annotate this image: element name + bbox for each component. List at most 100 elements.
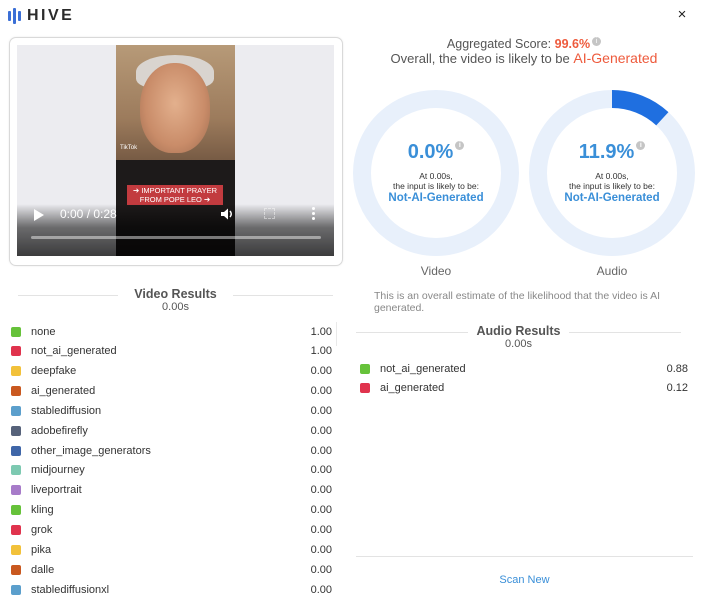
list-item: ai_generated 0.12 bbox=[360, 378, 688, 397]
color-swatch bbox=[11, 366, 21, 377]
playback-time: 0:00 / 0:28 bbox=[60, 207, 117, 221]
brand-name: HIVE bbox=[27, 7, 75, 24]
video-score-time: At 0.00s, bbox=[419, 171, 453, 181]
result-label: grok bbox=[31, 524, 53, 536]
list-item: stablediffusionxl 0.00 bbox=[11, 580, 332, 599]
result-value: 0.00 bbox=[310, 484, 332, 497]
thumbnail-face bbox=[140, 63, 210, 153]
audio-score-time: At 0.00s, bbox=[595, 171, 629, 181]
scan-new-button[interactable]: Scan New bbox=[499, 574, 550, 586]
video-score-verdict: Not-AI-Generated bbox=[388, 192, 484, 204]
video-score-ring: 0.0% i At 0.00s, the input is likely to b… bbox=[352, 89, 520, 257]
aggregated-score: Aggregated Score: 99.6% i bbox=[352, 37, 696, 51]
result-label: deepfake bbox=[31, 365, 77, 378]
color-swatch bbox=[11, 584, 21, 595]
tiktok-watermark: TikTok bbox=[120, 145, 138, 151]
result-label: dalle bbox=[31, 563, 55, 576]
result-label: other_image_generators bbox=[31, 444, 151, 457]
result-label: none bbox=[31, 325, 56, 338]
list-item: kling 0.00 bbox=[11, 501, 332, 520]
progress-bar[interactable] bbox=[31, 236, 321, 239]
result-value: 0.00 bbox=[310, 543, 332, 556]
audio-results-time: 0.00s bbox=[505, 338, 532, 350]
list-item: dalle 0.00 bbox=[11, 560, 332, 579]
scroll-divider bbox=[336, 322, 337, 346]
video-score-likely: the input is likely to be: bbox=[393, 181, 479, 191]
result-value: 0.00 bbox=[310, 424, 332, 437]
color-swatch bbox=[11, 445, 21, 456]
result-label: ai_generated bbox=[31, 385, 96, 398]
video-ring-label: Video bbox=[420, 264, 452, 278]
volume-icon[interactable] bbox=[220, 207, 234, 221]
color-swatch bbox=[11, 465, 21, 476]
list-item: liveportrait 0.00 bbox=[11, 481, 332, 500]
list-item: not_ai_generated 1.00 bbox=[11, 342, 332, 361]
result-value: 0.00 bbox=[310, 504, 332, 517]
footer-divider bbox=[356, 556, 693, 557]
info-icon[interactable]: i bbox=[636, 141, 646, 150]
video-caption: ➔ IMPORTANT PRAYER FROM POPE LEO ➔ bbox=[127, 185, 223, 205]
audio-results-title: Audio Results bbox=[356, 324, 681, 338]
video-score-percent: 0.0% bbox=[407, 141, 454, 163]
overall-note: This is an overall estimate of the likel… bbox=[374, 290, 660, 314]
result-value: 0.00 bbox=[310, 583, 332, 596]
list-item: midjourney 0.00 bbox=[11, 461, 332, 480]
result-label: ai_generated bbox=[380, 381, 445, 394]
result-label: pika bbox=[31, 543, 52, 556]
video-results-title: Video Results bbox=[18, 287, 333, 301]
close-icon[interactable]: × bbox=[677, 6, 687, 23]
result-label: stablediffusion bbox=[31, 404, 102, 417]
result-value: 0.88 bbox=[666, 362, 688, 375]
audio-score-percent: 11.9% bbox=[578, 141, 635, 163]
list-item: pika 0.00 bbox=[11, 540, 332, 559]
color-swatch bbox=[11, 485, 21, 496]
hive-logo-icon bbox=[8, 8, 21, 24]
list-item: stablediffusion 0.00 bbox=[11, 401, 332, 420]
result-value: 1.00 bbox=[310, 325, 332, 338]
result-label: liveportrait bbox=[31, 484, 82, 497]
color-swatch bbox=[360, 363, 370, 374]
result-value: 0.00 bbox=[310, 404, 332, 417]
audio-score-ring: 11.9% i At 0.00s, the input is likely to … bbox=[528, 89, 696, 257]
aggregated-summary: Overall, the video is likely to be AI-Ge… bbox=[352, 50, 696, 66]
result-value: 0.00 bbox=[310, 385, 332, 398]
result-label: adobefirefly bbox=[31, 424, 88, 437]
color-swatch bbox=[11, 425, 21, 436]
audio-score-verdict: Not-AI-Generated bbox=[564, 192, 660, 204]
result-value: 0.12 bbox=[666, 381, 688, 394]
more-options-icon[interactable] bbox=[310, 206, 316, 222]
color-swatch bbox=[11, 346, 21, 357]
color-swatch bbox=[360, 382, 370, 393]
audio-ring-label: Audio bbox=[596, 264, 628, 278]
result-value: 0.00 bbox=[310, 464, 332, 477]
result-value: 0.00 bbox=[310, 524, 332, 536]
list-item: not_ai_generated 0.88 bbox=[360, 359, 688, 378]
caption-line-1: ➔ IMPORTANT PRAYER bbox=[132, 186, 218, 195]
color-swatch bbox=[11, 505, 21, 516]
summary-prefix: Overall, the video is likely to be bbox=[390, 51, 570, 66]
list-item: deepfake 0.00 bbox=[11, 362, 332, 381]
result-value: 0.00 bbox=[310, 365, 332, 378]
result-value: 0.00 bbox=[310, 444, 332, 457]
video-results-time: 0.00s bbox=[162, 301, 189, 313]
list-item: other_image_generators 0.00 bbox=[11, 441, 332, 460]
color-swatch bbox=[11, 386, 21, 397]
video-player[interactable]: TikTok ➔ IMPORTANT PRAYER FROM POPE LEO … bbox=[17, 45, 334, 256]
color-swatch bbox=[11, 564, 21, 575]
color-swatch bbox=[11, 544, 21, 555]
list-item: ai_generated 0.00 bbox=[11, 382, 332, 401]
result-label: stablediffusionxl bbox=[31, 583, 110, 596]
color-swatch bbox=[11, 525, 21, 535]
hive-logo: HIVE bbox=[8, 7, 74, 25]
list-item: none 1.00 bbox=[11, 322, 332, 341]
play-icon[interactable] bbox=[34, 209, 44, 221]
result-label: not_ai_generated bbox=[31, 345, 117, 358]
audio-score-likely: the input is likely to be: bbox=[569, 181, 655, 191]
info-icon[interactable]: i bbox=[455, 141, 465, 150]
result-label: midjourney bbox=[31, 464, 85, 477]
list-item: grok 0.00 bbox=[11, 521, 332, 540]
fullscreen-icon[interactable] bbox=[264, 208, 275, 219]
info-icon[interactable]: i bbox=[592, 37, 602, 46]
result-value: 1.00 bbox=[310, 345, 332, 358]
caption-line-2: FROM POPE LEO ➔ bbox=[139, 195, 211, 204]
